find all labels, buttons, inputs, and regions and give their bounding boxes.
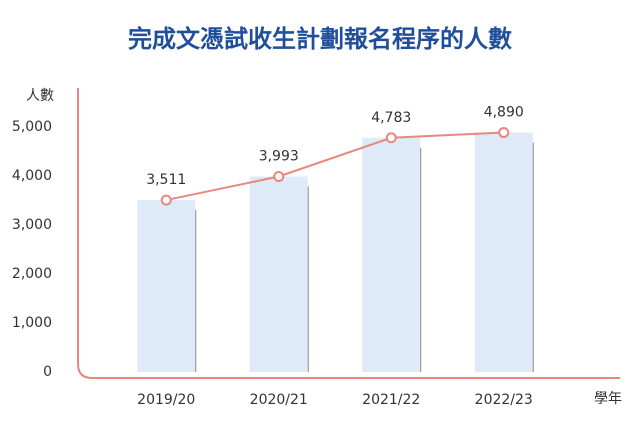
y-tick-label: 0	[43, 364, 52, 380]
y-tick-label: 2,000	[12, 266, 52, 282]
data-label: 4,783	[371, 110, 411, 126]
point	[385, 132, 397, 144]
bar	[474, 132, 533, 372]
point	[160, 194, 172, 206]
data-label: 4,890	[484, 105, 524, 121]
y-tick-label: 4,000	[12, 168, 52, 184]
bar	[249, 176, 308, 372]
x-axis-label: 學年	[594, 391, 622, 407]
chart-title: 完成文憑試收生計劃報名程序的人數	[128, 25, 512, 53]
bar	[362, 137, 421, 372]
bar	[137, 200, 196, 372]
point	[273, 170, 285, 182]
x-tick-label: 2019/20	[137, 392, 195, 408]
line	[166, 131, 504, 202]
y-tick-label: 5,000	[12, 119, 52, 135]
data-label: 3,993	[259, 148, 299, 164]
y-tick-label: 3,000	[12, 217, 52, 233]
data-label: 3,511	[146, 172, 186, 188]
point	[498, 127, 510, 139]
x-tick-label: 2021/22	[362, 392, 420, 408]
x-tick-label: 2022/23	[475, 392, 533, 408]
axis-line	[77, 88, 620, 379]
x-tick-label: 2020/21	[250, 392, 308, 408]
y-tick-label: 1,000	[12, 315, 52, 331]
y-axis-label: 人數	[26, 88, 54, 104]
